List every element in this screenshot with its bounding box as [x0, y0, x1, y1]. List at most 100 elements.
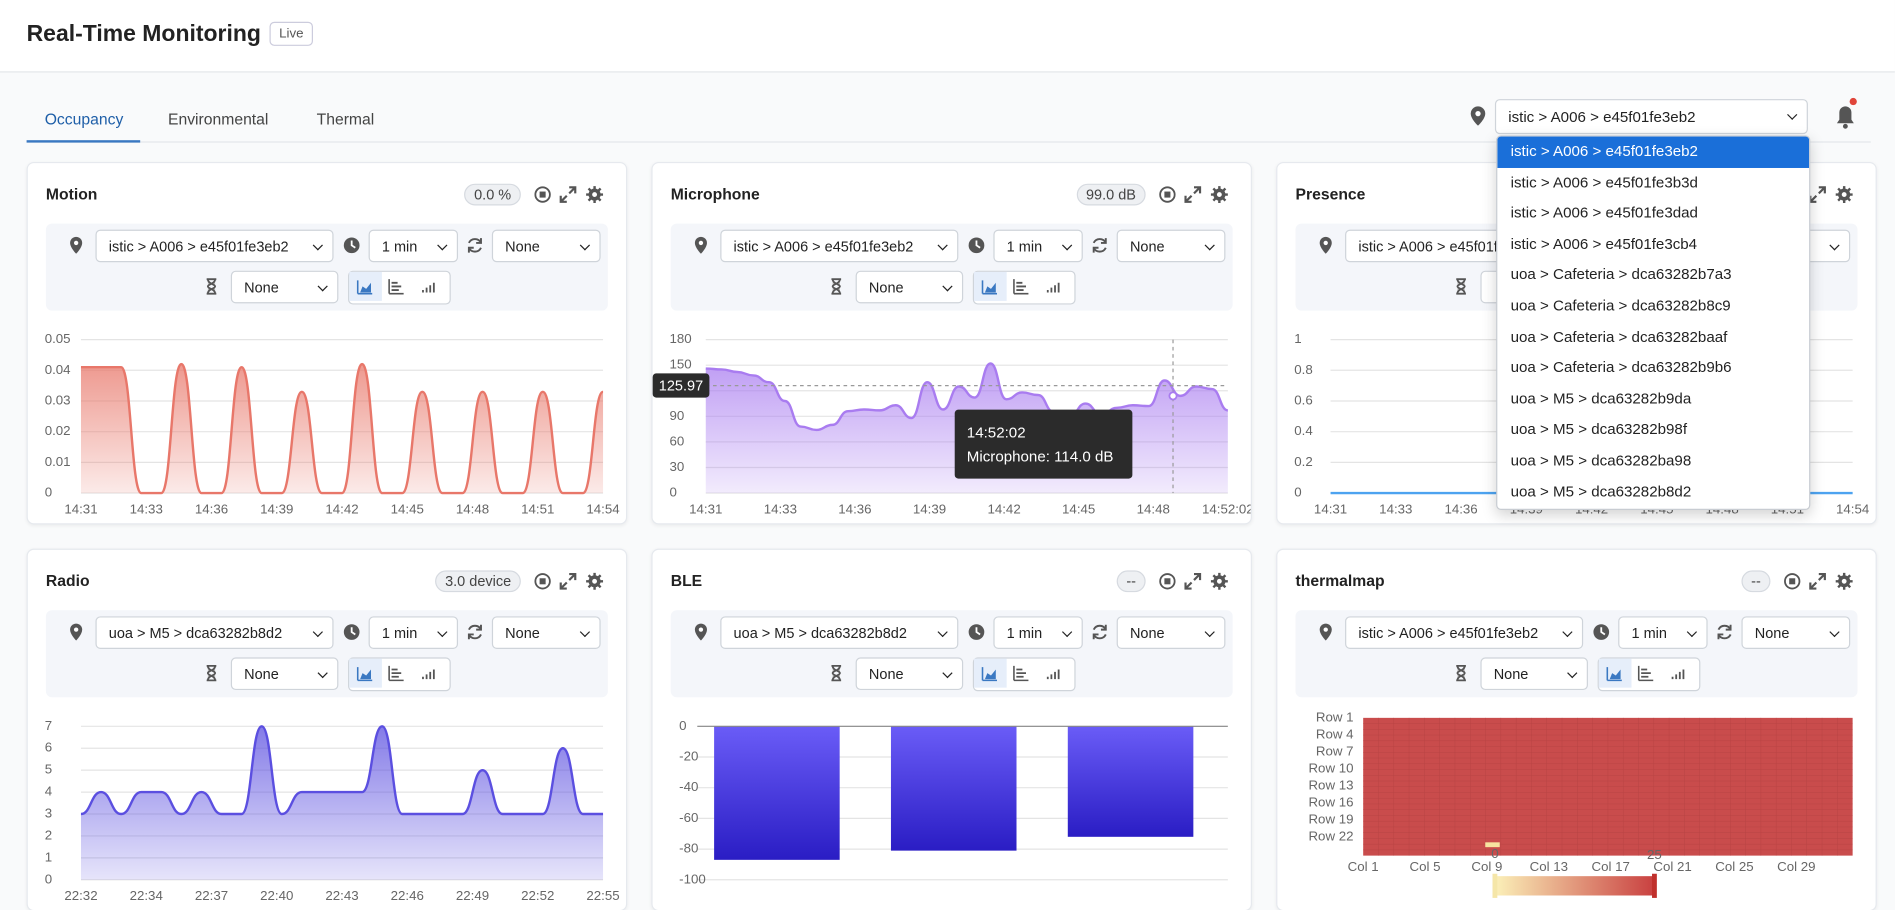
gear-icon[interactable] [585, 572, 604, 591]
notification-bell[interactable] [1832, 97, 1859, 131]
pin-icon[interactable] [66, 236, 85, 255]
refresh-select[interactable]: None [491, 229, 601, 263]
tab[interactable]: Environmental [167, 109, 269, 129]
area-icon[interactable] [980, 277, 999, 296]
gear-icon[interactable] [585, 185, 604, 204]
location-select[interactable]: uoa > M5 > dca63282b8d2 [95, 616, 334, 649]
interval-select[interactable]: 1 min [993, 616, 1083, 649]
location-select[interactable]: istic > A006 > e45f01fe3eb2 [720, 229, 959, 263]
refresh-icon[interactable] [465, 236, 484, 255]
hbar-icon[interactable] [1012, 663, 1031, 682]
pin-icon[interactable] [1316, 236, 1335, 255]
refresh-icon[interactable] [465, 622, 484, 641]
tab[interactable]: Occupancy [44, 109, 124, 129]
stop-icon[interactable] [533, 185, 552, 204]
dropdown-option[interactable]: uoa > M5 > dca63282ba98 [1510, 451, 1692, 469]
dropdown-option[interactable]: istic > A006 > e45f01fe3eb2 [1497, 136, 1810, 168]
area-icon[interactable] [1605, 663, 1624, 682]
dropdown-option[interactable]: uoa > M5 > dca63282b98f [1510, 421, 1688, 438]
location-select[interactable]: istic > A006 > e45f01fe3eb2 [1494, 99, 1808, 135]
dropdown-option[interactable]: uoa > Cafeteria > dca63282b7a3 [1510, 266, 1732, 284]
value-badge: 0.0 % [464, 183, 521, 206]
hbar-icon[interactable] [387, 277, 406, 296]
row-label: Row 7 [1316, 743, 1354, 758]
stop-icon[interactable] [533, 572, 552, 591]
stop-icon[interactable] [1158, 572, 1177, 591]
y-tick-label: 1 [1294, 331, 1301, 346]
vbar-icon[interactable] [419, 663, 438, 682]
tab[interactable]: Thermal [316, 109, 375, 129]
glass-icon[interactable] [202, 663, 221, 682]
dropdown-option[interactable]: uoa > Cafeteria > dca63282b8c9 [1510, 297, 1731, 315]
dropdown-option[interactable]: uoa > Cafeteria > dca63282b9b6 [1510, 359, 1732, 377]
refresh-select[interactable]: None [1116, 229, 1226, 263]
pin-icon[interactable] [1316, 622, 1335, 641]
value-badge: 3.0 device [435, 570, 521, 593]
dropdown-option[interactable]: uoa > M5 > dca63282b9da [1510, 390, 1692, 408]
clock-icon[interactable] [342, 236, 361, 255]
gear-icon[interactable] [1835, 185, 1854, 204]
interval-select[interactable]: 1 min [368, 229, 459, 263]
dropdown-option[interactable]: istic > A006 > e45f01fe3b3d [1510, 173, 1698, 191]
refresh-select[interactable]: None [491, 616, 601, 649]
clock-icon[interactable] [342, 622, 361, 641]
area-icon[interactable] [980, 663, 999, 682]
interval-select[interactable]: 1 min [368, 616, 459, 649]
vbar-icon[interactable] [1669, 663, 1688, 682]
hbar-icon[interactable] [1012, 277, 1031, 296]
location-select[interactable]: istic > A006 > e45f01fe3eb2 [1345, 616, 1584, 649]
refresh-icon[interactable] [1090, 236, 1109, 255]
gear-icon[interactable] [1835, 572, 1854, 591]
hbar-icon[interactable] [1636, 663, 1655, 682]
dropdown-option[interactable]: uoa > Cafeteria > dca63282baaf [1510, 328, 1728, 346]
pin-icon[interactable] [691, 622, 710, 641]
pin-icon[interactable] [691, 236, 710, 255]
glass-icon[interactable] [1451, 277, 1470, 296]
col-label: Col 13 [1530, 859, 1568, 874]
gear-icon[interactable] [1210, 572, 1229, 591]
glass-icon[interactable] [202, 277, 221, 296]
expand-icon[interactable] [1183, 572, 1202, 591]
duration-select[interactable]: None [855, 657, 964, 691]
duration-select[interactable]: None [1480, 657, 1588, 691]
expand-icon[interactable] [1183, 185, 1202, 204]
duration-select[interactable]: None [855, 270, 964, 304]
area-icon[interactable] [355, 663, 374, 682]
glass-icon[interactable] [827, 277, 846, 296]
refresh-select[interactable]: None [1116, 616, 1226, 649]
vbar-icon[interactable] [1044, 277, 1063, 296]
expand-icon[interactable] [558, 572, 577, 591]
value-badge: -- [1741, 570, 1771, 593]
refresh-icon[interactable] [1715, 622, 1734, 641]
stop-icon[interactable] [1158, 185, 1177, 204]
stop-icon[interactable] [1783, 572, 1802, 591]
glass-icon[interactable] [1451, 663, 1470, 682]
refresh-icon[interactable] [1090, 622, 1109, 641]
dropdown-option[interactable]: uoa > M5 > dca63282b8d2 [1510, 482, 1692, 500]
hbar-icon[interactable] [387, 663, 406, 682]
clock-icon[interactable] [967, 622, 986, 641]
vbar-icon[interactable] [419, 277, 438, 296]
duration-select[interactable]: None [230, 657, 339, 691]
clock-icon[interactable] [1592, 622, 1611, 641]
expand-icon[interactable] [1808, 185, 1827, 204]
location-select[interactable]: istic > A006 > e45f01fe3eb2 [95, 229, 334, 263]
colorbar-handle [1652, 873, 1657, 898]
pin-icon[interactable] [66, 622, 85, 641]
interval-select[interactable]: 1 min [1618, 616, 1708, 649]
expand-icon[interactable] [558, 185, 577, 204]
area-icon[interactable] [355, 277, 374, 296]
duration-select[interactable]: None [230, 270, 339, 304]
interval-select[interactable]: 1 min [993, 229, 1083, 263]
location-select[interactable]: uoa > M5 > dca63282b8d2 [720, 616, 959, 649]
expand-icon[interactable] [1808, 572, 1827, 591]
gear-icon[interactable] [1210, 185, 1229, 204]
x-tick-label: 14:31 [1314, 502, 1347, 517]
dropdown-option[interactable]: istic > A006 > e45f01fe3dad [1510, 204, 1698, 222]
refresh-select[interactable]: None [1741, 616, 1851, 649]
glass-icon[interactable] [827, 663, 846, 682]
clock-icon[interactable] [967, 236, 986, 255]
y-tick-label: 0.03 [45, 392, 71, 407]
vbar-icon[interactable] [1044, 663, 1063, 682]
dropdown-option[interactable]: istic > A006 > e45f01fe3cb4 [1510, 235, 1698, 253]
